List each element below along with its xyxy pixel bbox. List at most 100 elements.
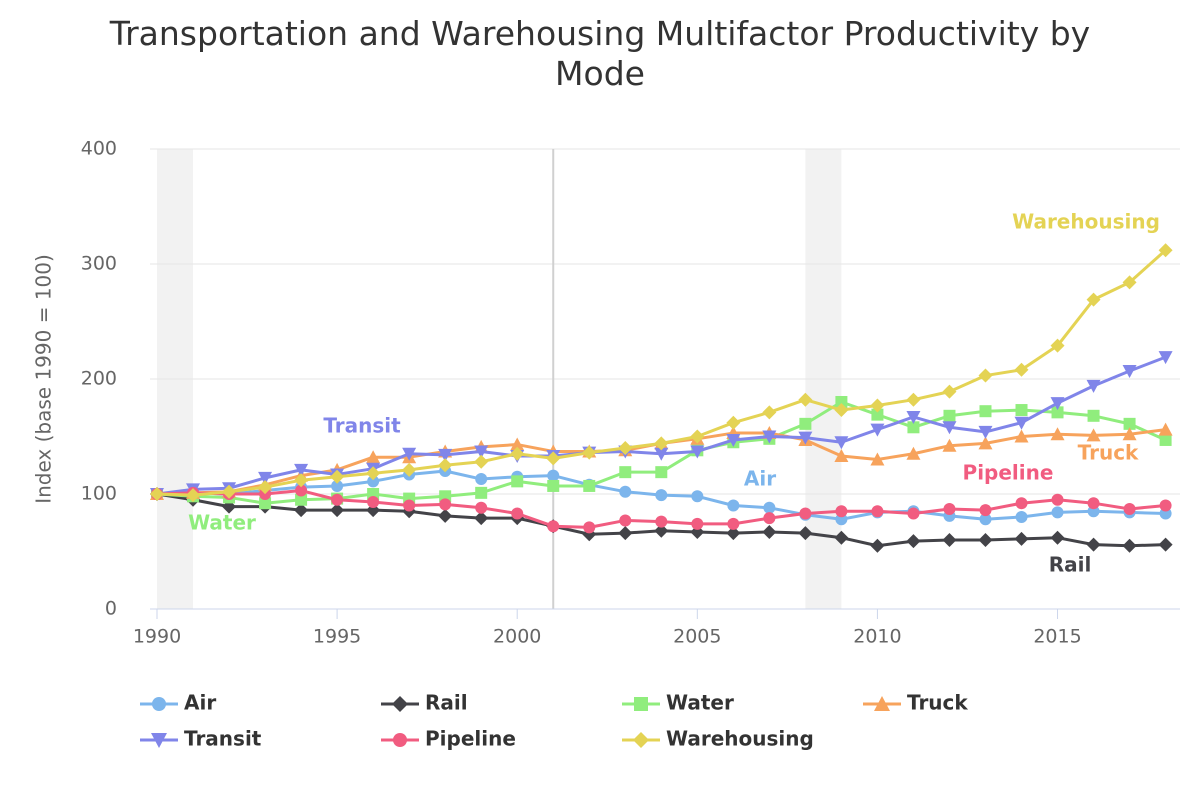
marker [690,429,705,444]
legend-item: Warehousing [622,727,814,751]
marker [691,517,704,530]
marker [978,425,993,439]
legend-item: Transit [140,727,262,751]
marker [978,368,993,383]
marker [1158,422,1173,436]
legend-item: Rail [381,691,468,715]
marker [942,438,957,452]
marker [690,445,705,459]
marker [547,479,560,492]
marker [294,463,309,477]
marker [258,471,273,485]
marker [1158,351,1173,365]
marker [1050,338,1065,353]
marker [367,475,380,488]
marker [582,445,597,460]
marker [295,493,308,506]
marker [259,497,272,510]
marker [655,515,668,528]
marker [152,697,166,711]
y-tick-label: 0 [105,598,117,620]
marker [546,451,561,466]
legend-item: Pipeline [381,727,516,751]
marker [874,696,890,711]
legend-label: Pipeline [425,727,516,751]
marker [870,452,885,466]
marker [330,503,345,518]
marker [835,505,848,518]
marker [1014,362,1029,377]
x-tick-label: 2000 [493,626,541,648]
marker [691,490,704,503]
marker [366,450,381,464]
marker [1051,406,1064,419]
marker [547,469,560,482]
marker [1159,433,1172,446]
marker [583,479,596,492]
marker [438,448,453,462]
marker [583,521,596,534]
y-tick-label: 200 [81,368,117,390]
marker [294,503,309,518]
marker [907,421,920,434]
y-tick-label: 300 [81,253,117,275]
marker [654,447,669,461]
marker [1158,243,1173,258]
marker [1015,497,1028,510]
marker [1087,497,1100,510]
marker [978,533,993,547]
marker [1051,493,1064,506]
marker [1087,409,1100,422]
marker [634,697,648,711]
marker [511,507,524,520]
marker [510,437,525,451]
legend-label: Truck [907,691,968,715]
marker [834,449,849,463]
marker [870,423,885,437]
marker [979,513,992,526]
series-label: Transit [323,414,401,438]
marker [475,501,488,514]
legend-item: Truck [863,691,968,715]
marker [367,496,380,509]
marker [474,454,489,469]
marker [798,526,813,541]
marker [654,523,669,538]
marker [835,396,848,408]
marker [619,485,632,498]
marker [186,488,201,503]
x-tick-label: 1990 [133,626,181,648]
marker [655,489,668,502]
x-tick-label: 2010 [853,626,901,648]
legend-label: Air [184,691,216,715]
marker [150,487,164,501]
marker [727,517,740,530]
marker [655,466,668,479]
marker [1122,275,1137,290]
marker [619,514,632,527]
series-label: Warehousing [1012,210,1160,234]
marker [439,498,452,511]
marker [943,409,956,422]
marker [633,732,649,748]
marker [475,473,488,486]
marker [1015,404,1028,417]
y-tick-label: 400 [81,138,117,160]
marker [834,530,849,545]
marker [475,486,488,499]
marker [870,538,885,553]
series-label: Truck [1078,441,1139,465]
marker [726,433,741,447]
marker [834,436,849,450]
marker [834,403,849,418]
marker [798,431,813,445]
marker [438,458,453,473]
marker [1050,530,1065,545]
marker [762,405,777,420]
marker [798,392,813,407]
marker [979,405,992,418]
series [151,484,1172,534]
marker [1086,379,1101,393]
marker [1158,537,1173,552]
